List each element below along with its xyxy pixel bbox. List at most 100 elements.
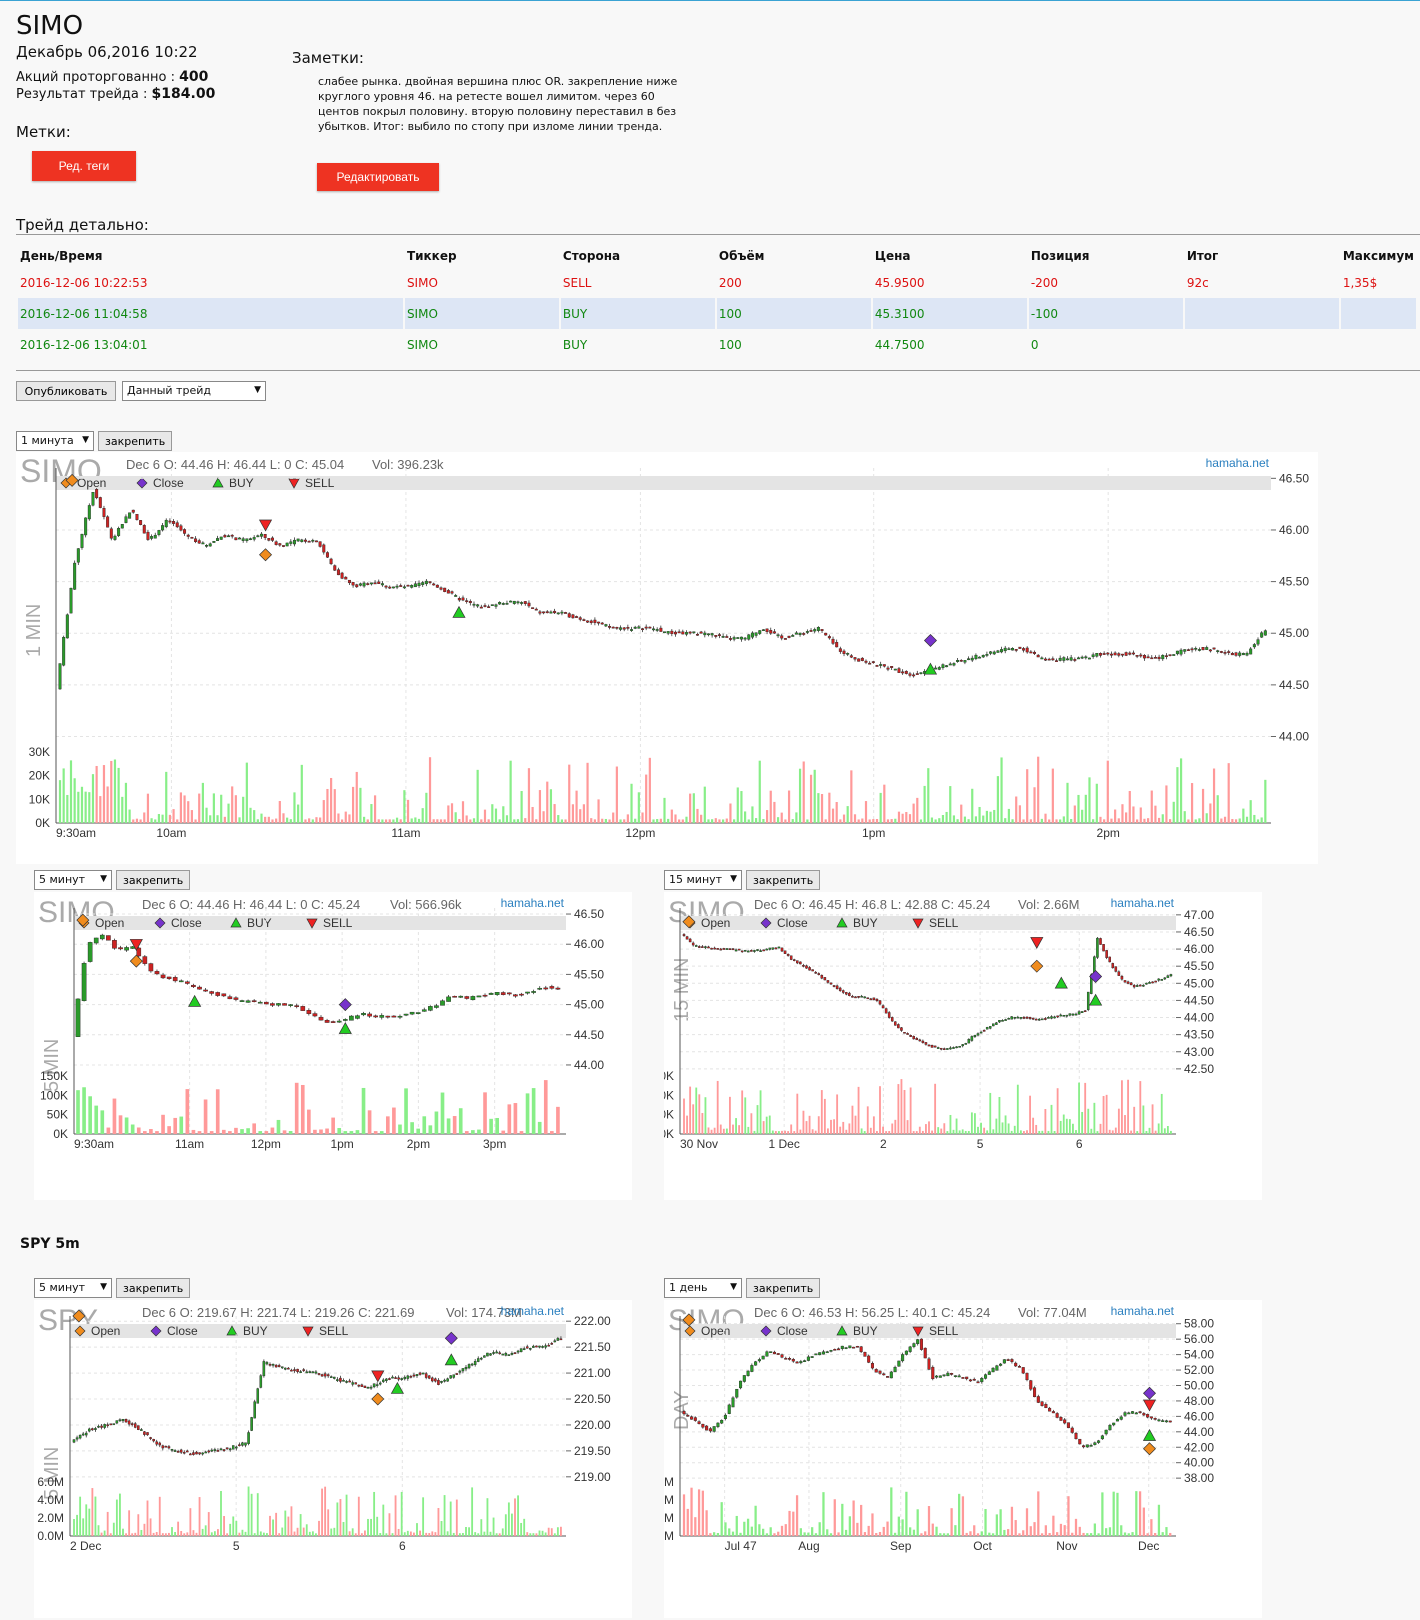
candle-body xyxy=(75,1437,79,1440)
pin-button[interactable]: закрепить xyxy=(98,431,172,451)
legend-close-icon xyxy=(760,1325,772,1337)
volume-tick-label: 0K xyxy=(35,816,50,830)
candle-body xyxy=(277,1365,281,1368)
y-tick-label: 46.00 xyxy=(1184,942,1214,956)
candle-body xyxy=(761,629,765,631)
table-row[interactable]: 2016-12-06 11:04:58 SIMO BUY 100 45.3100… xyxy=(18,298,1416,329)
candle-body xyxy=(796,960,799,964)
volume-bar xyxy=(906,1120,909,1134)
volume-tick-label: 0.0M xyxy=(37,1529,64,1543)
candle-body xyxy=(1112,1422,1116,1426)
volume-bar xyxy=(183,795,186,823)
pin-button[interactable]: закрепить xyxy=(746,1278,820,1298)
open-marker-icon xyxy=(1143,1442,1156,1456)
candle-body xyxy=(803,1360,807,1362)
candle-body xyxy=(995,1022,998,1025)
publish-button[interactable]: Опубликовать xyxy=(16,381,116,401)
volume-bar xyxy=(379,1533,382,1536)
candle-body xyxy=(644,626,648,629)
edit-notes-button[interactable]: Редактировать xyxy=(317,163,439,191)
volume-bar xyxy=(735,1118,737,1134)
volume-bar xyxy=(97,1525,100,1536)
candle-body xyxy=(942,1374,946,1377)
timeframe-select[interactable]: 5 минут ▼ xyxy=(34,870,112,890)
volume-bar xyxy=(238,1532,241,1536)
candle-body xyxy=(482,994,488,997)
volume-bar xyxy=(1035,1124,1038,1134)
volume-bar xyxy=(967,1130,970,1134)
volume-bar xyxy=(1108,1527,1112,1536)
candle-body xyxy=(1036,654,1040,658)
candle-body xyxy=(382,1379,385,1382)
volume-bar xyxy=(630,783,633,823)
candle-body xyxy=(532,1345,535,1348)
candle-body xyxy=(575,616,579,618)
volume-bar xyxy=(483,809,487,823)
candle-body xyxy=(811,969,814,972)
candle-body xyxy=(798,632,802,635)
volume-bar xyxy=(769,790,772,823)
volume-bar xyxy=(735,1515,738,1536)
pin-button[interactable]: закрепить xyxy=(746,870,820,890)
candle-body xyxy=(784,1358,788,1360)
volume-bar xyxy=(1019,1130,1022,1134)
candle-body xyxy=(288,1004,293,1006)
volume-bar xyxy=(694,1517,697,1536)
timeframe-select[interactable]: 5 минут ▼ xyxy=(34,1278,112,1298)
candle-body xyxy=(1142,984,1145,987)
candle-body xyxy=(535,1345,538,1348)
trade-select[interactable]: Данный трейд ▼ xyxy=(122,381,266,401)
candle-body xyxy=(1124,652,1128,656)
candle-body xyxy=(560,611,564,614)
volume-bar xyxy=(269,1515,271,1536)
volume-bar xyxy=(324,1486,327,1536)
volume-bar xyxy=(514,1498,516,1536)
volume-bar xyxy=(1242,808,1245,823)
pin-button[interactable]: закрепить xyxy=(116,1278,190,1298)
volume-bar xyxy=(1067,1496,1070,1536)
candle-body xyxy=(498,1352,501,1355)
timeframe-select[interactable]: 15 минут ▼ xyxy=(664,870,742,890)
candle-body xyxy=(344,576,348,580)
y-tick-label: 54.00 xyxy=(1184,1348,1214,1362)
candle-body xyxy=(212,540,216,543)
y-tick-label: 46.00 xyxy=(1279,523,1309,537)
edit-tags-button[interactable]: Ред. теги xyxy=(32,151,136,181)
volume-bar xyxy=(790,1124,793,1134)
candle-body xyxy=(912,674,916,677)
volume-bar xyxy=(443,819,446,823)
candle-body xyxy=(1117,971,1121,976)
candle-body xyxy=(160,974,166,979)
legend-buy-icon xyxy=(212,477,224,488)
table-row[interactable]: 2016-12-06 10:22:53 SIMO SELL 200 45.950… xyxy=(18,267,1416,298)
volume-bar xyxy=(817,793,820,823)
timeframe-select[interactable]: 1 минута ▼ xyxy=(16,431,94,451)
candle-body xyxy=(1132,985,1136,988)
pin-button[interactable]: закрепить xyxy=(116,870,190,890)
trades-table: День/Время Тиккер Сторона Объём Цена Поз… xyxy=(16,245,1418,360)
table-row[interactable]: 2016-12-06 13:04:01 SIMO BUY 100 44.7500… xyxy=(18,329,1416,360)
volume-bar xyxy=(232,1516,235,1536)
volume-bar xyxy=(897,1516,900,1536)
candle-body xyxy=(952,1047,955,1049)
candle-body xyxy=(1161,1420,1165,1422)
volume-bar xyxy=(483,1092,487,1134)
candle-body xyxy=(385,1015,391,1018)
volume-bar xyxy=(788,1510,791,1536)
candle-body xyxy=(326,1374,330,1377)
volume-bar xyxy=(437,1508,440,1536)
volume-bar xyxy=(198,1497,201,1536)
candle-body xyxy=(1051,658,1055,661)
volume-bar xyxy=(489,1531,492,1536)
volume-bar xyxy=(725,1128,728,1134)
y-tick-label: 221.50 xyxy=(574,1340,611,1354)
candle-body xyxy=(765,628,769,632)
volume-bar xyxy=(468,1527,470,1536)
timeframe-select[interactable]: 1 день ▼ xyxy=(664,1278,742,1298)
candle-body xyxy=(776,634,780,637)
chart-volume-info: Vol: 77.04M xyxy=(1018,1305,1087,1320)
volume-bar xyxy=(663,797,666,823)
candle-body xyxy=(293,1369,296,1372)
candle-body xyxy=(1006,1359,1010,1361)
candle-body xyxy=(1068,1013,1072,1016)
